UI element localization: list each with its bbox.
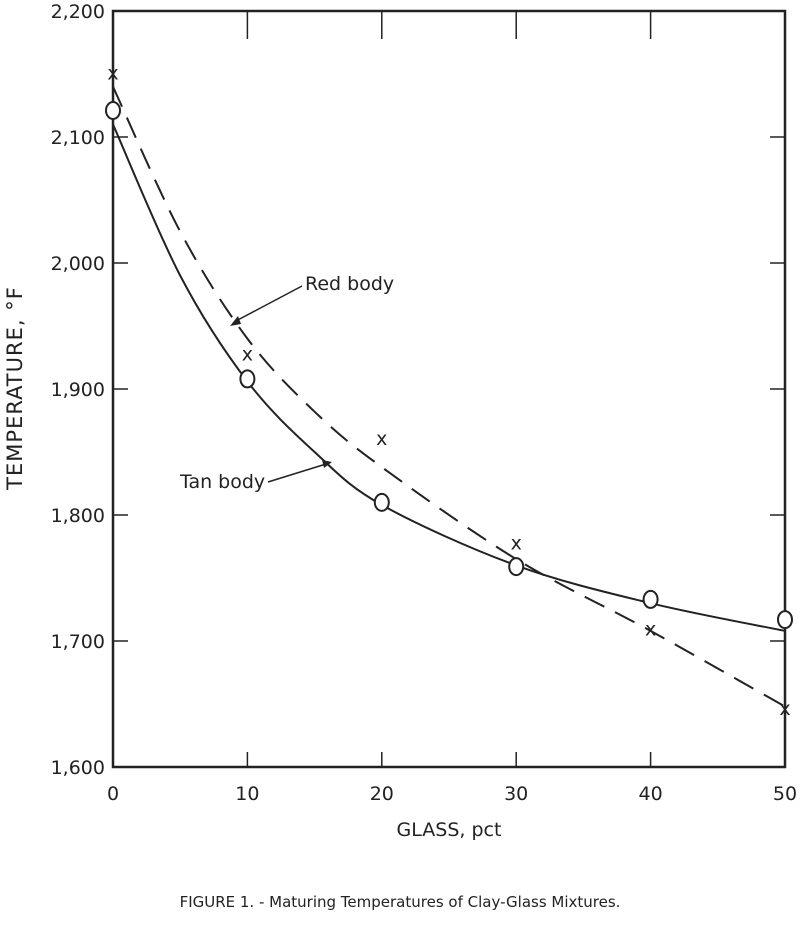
data-point-red-body: x — [376, 428, 387, 450]
data-point-red-body: x — [645, 618, 656, 640]
arrowhead-icon — [322, 460, 332, 468]
y-tick-label: 2,200 — [51, 1, 105, 23]
data-point-red-body: x — [242, 344, 253, 366]
data-point-red-body: x — [779, 698, 790, 720]
y-tick-label: 1,900 — [51, 379, 105, 401]
data-point-tan-body — [105, 101, 121, 121]
figure-caption: FIGURE 1. - Maturing Temperatures of Cla… — [180, 893, 621, 911]
series-line-tan-body — [112, 123, 786, 632]
y-tick-label: 2,000 — [51, 253, 105, 275]
x-tick-label: 0 — [107, 783, 119, 805]
x-tick-label: 50 — [773, 783, 797, 805]
y-axis-label: TEMPERATURE, °F — [3, 286, 27, 491]
y-tick-label: 1,800 — [51, 505, 105, 527]
data-point-tan-body — [777, 610, 793, 630]
plot-frame — [111, 9, 787, 769]
series-line-red-body — [112, 86, 786, 708]
annotation-tan-arrow — [267, 463, 327, 483]
data-point-red-body: x — [107, 63, 118, 85]
arrowhead-icon — [230, 316, 241, 326]
y-tick-label: 1,700 — [51, 631, 105, 653]
annotation-red-body: Red body — [305, 273, 394, 295]
annotation-tan-body: Tan body — [179, 471, 265, 493]
data-point-tan-body — [239, 369, 256, 389]
data-point-tan-body — [508, 557, 525, 577]
data-point-tan-body — [373, 492, 390, 512]
data-point-red-body: x — [511, 533, 522, 555]
x-tick-label: 40 — [639, 783, 663, 805]
y-tick-label: 2,100 — [51, 127, 105, 149]
y-tick-label: 1,600 — [51, 757, 105, 779]
x-tick-label: 30 — [504, 783, 528, 805]
x-tick-label: 20 — [370, 783, 394, 805]
x-axis-label: GLASS, pct — [397, 819, 502, 841]
annotation-red-arrow — [233, 285, 303, 323]
x-tick-label: 10 — [235, 783, 259, 805]
data-point-tan-body — [642, 589, 659, 609]
